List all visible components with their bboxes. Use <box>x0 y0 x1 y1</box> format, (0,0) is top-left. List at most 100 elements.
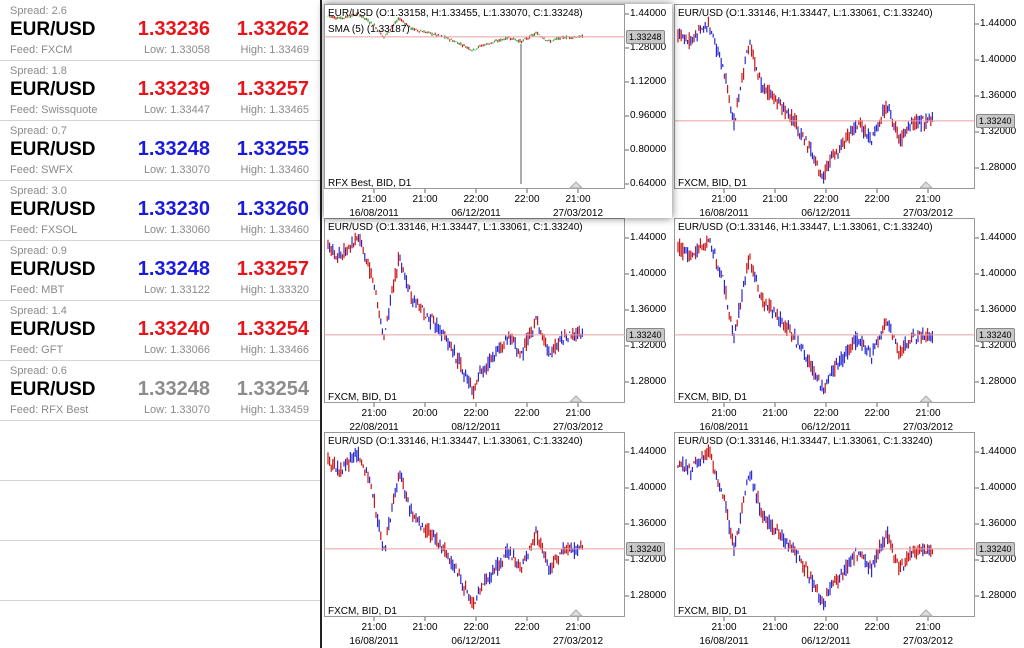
x-date-label: 06/12/2011 <box>451 208 501 219</box>
bid-price: 1.33239 <box>137 78 210 100</box>
spread-label: Spread: 3.0 <box>10 185 67 197</box>
chart-panel[interactable]: 1.44000 1.28000 1.12000 0.96000 0.80000 0.640… <box>324 4 672 219</box>
x-time-label: 21:00 <box>412 194 438 205</box>
chart-feed-label: RFX Best, BID, D1 <box>328 178 412 189</box>
quote-row[interactable]: Spread: 0.9 EUR/USD Feed: MBT 1.33248 1.3325… <box>0 240 320 301</box>
plot-frame <box>674 4 975 189</box>
symbol-label: EUR/USD <box>10 139 96 160</box>
x-date-label: 27/03/2012 <box>552 208 604 219</box>
x-date-label: 27/03/2012 <box>902 422 954 433</box>
spread-label: Spread: 1.4 <box>10 305 67 317</box>
chart-panel[interactable]: 1.44000 1.40000 1.36000 1.32000 1.28000 21:00… <box>324 218 672 433</box>
ask-price: 1.33257 <box>236 78 309 100</box>
x-date-label: 06/12/2011 <box>801 636 851 647</box>
y-tick-label: 1.28000 <box>630 42 667 53</box>
price-chart[interactable] <box>324 432 672 646</box>
y-tick-label: 1.40000 <box>980 268 1017 279</box>
symbol-label: EUR/USD <box>10 319 96 340</box>
x-time-label: 21:00 <box>915 408 941 419</box>
current-price-tag: 1.33240 <box>976 327 1015 342</box>
low-label: Low: 1.33447 <box>143 104 210 116</box>
y-tick-label: 1.28000 <box>630 376 667 387</box>
low-label: Low: 1.33070 <box>143 164 210 176</box>
ask-price: 1.33254 <box>236 318 309 340</box>
x-time-label: 22:00 <box>514 194 540 205</box>
feed-label: Feed: Swissquote <box>10 104 98 116</box>
x-time-label: 21:00 <box>915 194 941 205</box>
x-date-label: 27/03/2012 <box>552 636 604 647</box>
chart-feed-label: FXCM, BID, D1 <box>678 178 747 189</box>
x-time-label: 21:00 <box>565 622 591 633</box>
x-time-label: 20:00 <box>412 408 438 419</box>
low-label: Low: 1.33070 <box>143 404 210 416</box>
x-date-label: 16/08/2011 <box>349 636 399 647</box>
feed-label: Feed: GFT <box>10 344 64 356</box>
x-time-label: 21:00 <box>412 622 438 633</box>
x-time-label: 21:00 <box>711 408 737 419</box>
scroll-marker-icon <box>568 181 584 189</box>
chart-feed-label: FXCM, BID, D1 <box>328 606 397 617</box>
x-date-label: 16/08/2011 <box>699 208 749 219</box>
y-tick-label: 1.44000 <box>980 232 1017 243</box>
price-chart[interactable] <box>324 218 672 432</box>
chart-title: EUR/USD (O:1.33146, H:1.33447, L:1.33061… <box>328 222 583 233</box>
x-date-label: 16/08/2011 <box>699 422 749 433</box>
ask-price: 1.33260 <box>236 198 309 220</box>
chart-title: EUR/USD (O:1.33146, H:1.33447, L:1.33061… <box>678 222 933 233</box>
quote-row[interactable]: Spread: 0.7 EUR/USD Feed: SWFX 1.33248 1.332… <box>0 120 320 181</box>
high-label: High: 1.33460 <box>240 224 310 236</box>
x-time-label: 22:00 <box>813 194 839 205</box>
quote-row[interactable]: Spread: 0.6 EUR/USD Feed: RFX Best 1.33248 1… <box>0 360 320 421</box>
spread-label: Spread: 0.6 <box>10 365 67 377</box>
scroll-marker-icon <box>918 181 934 189</box>
empty-row <box>0 540 320 601</box>
x-time-label: 22:00 <box>463 408 489 419</box>
chart-title: EUR/USD (O:1.33146, H:1.33447, L:1.33061… <box>328 436 583 447</box>
quote-list: Spread: 2.6 EUR/USD Feed: FXCM 1.33236 1.332… <box>0 0 320 648</box>
x-time-label: 22:00 <box>514 622 540 633</box>
empty-row <box>0 420 320 481</box>
spread-label: Spread: 1.8 <box>10 65 67 77</box>
price-chart[interactable] <box>674 432 1022 646</box>
bid-price: 1.33248 <box>137 378 210 400</box>
chart-panel[interactable]: 1.44000 1.40000 1.36000 1.32000 1.28000 21:00… <box>674 218 1022 433</box>
spread-label: Spread: 0.9 <box>10 245 67 257</box>
y-tick-label: 1.32000 <box>980 340 1017 351</box>
feed-label: Feed: FXCM <box>10 44 73 56</box>
ask-price: 1.33255 <box>236 138 309 160</box>
plot-frame <box>324 4 625 189</box>
price-chart[interactable] <box>674 218 1022 432</box>
chart-panel[interactable]: 1.44000 1.40000 1.36000 1.32000 1.28000 21:00… <box>324 432 672 647</box>
panel-divider[interactable] <box>320 0 322 648</box>
scroll-marker-icon <box>568 395 584 403</box>
quote-row[interactable]: Spread: 1.4 EUR/USD Feed: GFT 1.33240 1.3325… <box>0 300 320 361</box>
chart-panel[interactable]: 1.44000 1.40000 1.36000 1.32000 1.28000 21:00… <box>674 432 1022 647</box>
y-tick-label: 1.44000 <box>630 232 667 243</box>
chart-feed-label: FXCM, BID, D1 <box>678 392 747 403</box>
plot-frame <box>324 432 625 617</box>
sma-label: SMA (5) (1.33187) <box>328 24 410 35</box>
y-tick-label: 1.40000 <box>630 268 667 279</box>
y-tick-label: 1.28000 <box>980 590 1017 601</box>
x-date-label: 27/03/2012 <box>552 422 604 433</box>
price-chart[interactable] <box>674 4 1022 218</box>
price-chart[interactable] <box>324 4 672 218</box>
quote-row[interactable]: Spread: 2.6 EUR/USD Feed: FXCM 1.33236 1.332… <box>0 0 320 61</box>
spread-label: Spread: 0.7 <box>10 125 67 137</box>
x-time-label: 21:00 <box>565 408 591 419</box>
quote-row[interactable]: Spread: 1.8 EUR/USD Feed: Swissquote 1.3323… <box>0 60 320 121</box>
y-tick-label: 1.28000 <box>980 162 1017 173</box>
x-date-label: 06/12/2011 <box>801 422 851 433</box>
chart-title: EUR/USD (O:1.33146, H:1.33447, L:1.33061… <box>678 436 933 447</box>
quote-row[interactable]: Spread: 3.0 EUR/USD Feed: FXSOL 1.33230 1.33… <box>0 180 320 241</box>
bid-price: 1.33230 <box>137 198 210 220</box>
x-time-label: 21:00 <box>711 622 737 633</box>
chart-panel[interactable]: 1.44000 1.40000 1.36000 1.32000 1.28000 21:00… <box>674 4 1022 219</box>
high-label: High: 1.33465 <box>240 104 310 116</box>
scroll-marker-icon <box>918 395 934 403</box>
ask-price: 1.33262 <box>236 18 309 40</box>
plot-frame <box>674 218 975 403</box>
y-tick-label: 1.36000 <box>980 518 1017 529</box>
current-price-tag: 1.33240 <box>626 541 665 556</box>
x-date-label: 22/08/2011 <box>349 422 399 433</box>
